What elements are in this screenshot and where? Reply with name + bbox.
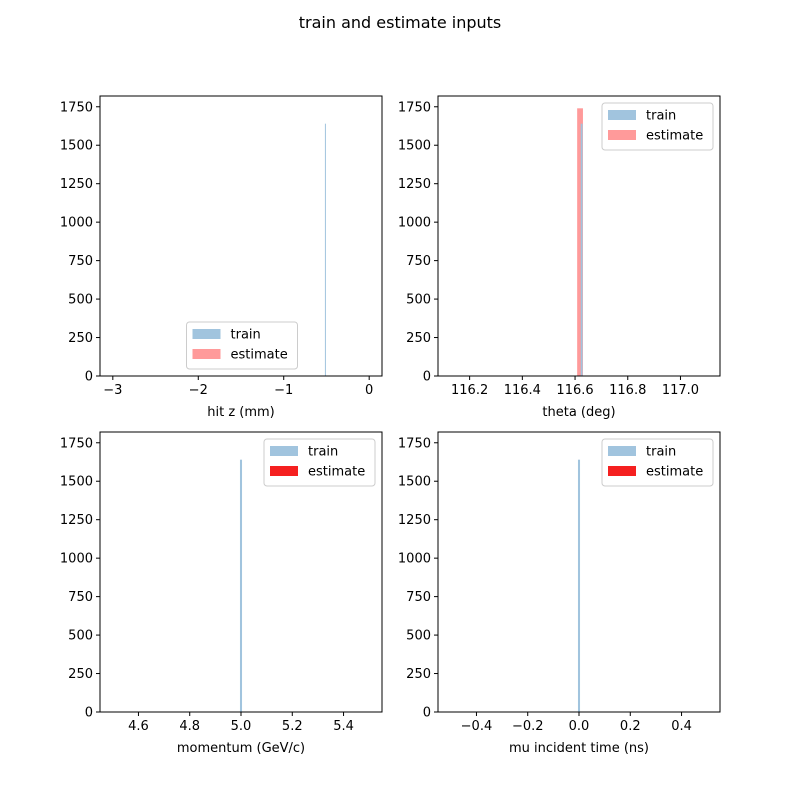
legend-label-estimate: estimate [646, 129, 703, 144]
x-tick-label: −0.4 [461, 719, 493, 734]
legend-swatch-estimate [192, 349, 221, 359]
x-tick-label: −3 [103, 383, 122, 398]
x-tick-label: 117.0 [662, 383, 699, 398]
y-tick-label: 250 [406, 667, 431, 682]
x-tick-label: −1 [274, 383, 293, 398]
x-axis-label: theta (deg) [542, 405, 615, 420]
bar-train [577, 459, 581, 712]
subplot-3: 4.6 4.8 5.0 5.2 5.4 0 250 500 750 1000 1250 1500 175… [60, 431, 383, 756]
axes-frame [437, 95, 721, 377]
y-tick-label: 500 [406, 629, 431, 644]
y-tick-label: 1750 [398, 100, 431, 115]
legend-label-train: train [308, 445, 338, 460]
y-tick-label: 1750 [60, 100, 93, 115]
y-tick-label: 1750 [398, 436, 431, 451]
x-tick-label: 0.2 [620, 719, 641, 734]
y-tick-label: 250 [68, 667, 93, 682]
y-tick-label: 1500 [60, 475, 93, 490]
legend-label-train: train [646, 445, 676, 460]
x-tick-label: −2 [189, 383, 208, 398]
y-tick-label: 1500 [60, 139, 93, 154]
y-tick-label: 1000 [60, 216, 93, 231]
x-tick-label: 4.6 [128, 719, 149, 734]
y-tick-label: 500 [68, 629, 93, 644]
legend-swatch-train [192, 329, 221, 339]
x-tick-label: 5.4 [333, 719, 354, 734]
legend: train estimate [601, 102, 714, 151]
y-tick-label: 750 [68, 254, 93, 269]
subplot-1: −3 −2 −1 0 0 250 500 750 1000 1250 1500 1750 hit z (… [60, 95, 383, 420]
bar-train [239, 459, 243, 712]
y-tick-label: 750 [406, 590, 431, 605]
y-tick-label: 1000 [398, 552, 431, 567]
x-tick-label: 4.8 [179, 719, 200, 734]
x-axis-label: mu incident time (ns) [509, 741, 649, 756]
axes-frame [99, 95, 383, 377]
x-tick-label: 116.4 [504, 383, 541, 398]
y-tick-label: 1250 [398, 513, 431, 528]
y-tick-label: 250 [406, 331, 431, 346]
x-axis-label: momentum (GeV/c) [177, 741, 305, 756]
figure-title: train and estimate inputs [298, 13, 502, 32]
y-tick-label: 1000 [398, 216, 431, 231]
legend-label-train: train [646, 109, 676, 124]
y-tick-label: 1250 [60, 177, 93, 192]
y-tick-label: 750 [406, 254, 431, 269]
subplot-4: −0.4 −0.2 0.0 0.2 0.4 0 250 500 750 1000 1250 1500 1… [398, 431, 721, 756]
legend-label-estimate: estimate [308, 465, 365, 480]
x-tick-label: 0.4 [671, 719, 692, 734]
y-tick-label: 0 [85, 370, 93, 385]
y-tick-label: 500 [406, 293, 431, 308]
x-tick-label: 0.0 [569, 719, 590, 734]
x-tick-label: 116.8 [609, 383, 646, 398]
x-axis-label: hit z (mm) [207, 405, 275, 420]
y-tick-label: 1750 [60, 436, 93, 451]
bar-train [580, 123, 583, 376]
legend: train estimate [601, 438, 714, 487]
legend-swatch-train [270, 446, 298, 456]
legend-swatch-train [608, 446, 636, 456]
y-tick-label: 0 [423, 706, 431, 721]
y-tick-label: 0 [85, 706, 93, 721]
legend-label-estimate: estimate [231, 348, 288, 363]
x-tick-label: 5.2 [282, 719, 303, 734]
x-tick-label: −0.2 [512, 719, 544, 734]
legend-label-estimate: estimate [646, 465, 703, 480]
legend-label-train: train [231, 328, 261, 343]
y-tick-label: 1250 [60, 513, 93, 528]
legend-swatch-estimate [608, 466, 636, 476]
x-tick-label: 116.6 [556, 383, 593, 398]
legend-swatch-estimate [270, 466, 298, 476]
bar-estimate [577, 108, 583, 377]
legend: train estimate [186, 321, 298, 370]
y-tick-label: 0 [423, 370, 431, 385]
y-tick-label: 500 [68, 293, 93, 308]
y-tick-label: 1000 [60, 552, 93, 567]
y-tick-label: 250 [68, 331, 93, 346]
y-tick-label: 1500 [398, 139, 431, 154]
subplot-2: 116.2 116.4 116.6 116.8 117.0 0 250 500 750 1000 1… [398, 95, 721, 420]
legend-swatch-estimate [608, 130, 636, 140]
legend-swatch-train [608, 110, 636, 120]
y-tick-label: 1250 [398, 177, 431, 192]
y-tick-label: 1500 [398, 475, 431, 490]
x-tick-label: 0 [365, 383, 373, 398]
x-tick-label: 116.2 [451, 383, 488, 398]
legend: train estimate [263, 438, 376, 487]
x-tick-label: 5.0 [231, 719, 252, 734]
bar-train [324, 123, 326, 376]
y-tick-label: 750 [68, 590, 93, 605]
